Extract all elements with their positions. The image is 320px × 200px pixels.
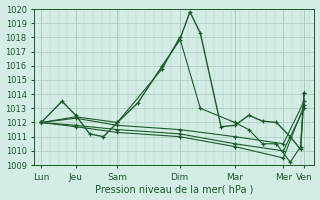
X-axis label: Pression niveau de la mer( hPa ): Pression niveau de la mer( hPa ) [95, 184, 253, 194]
